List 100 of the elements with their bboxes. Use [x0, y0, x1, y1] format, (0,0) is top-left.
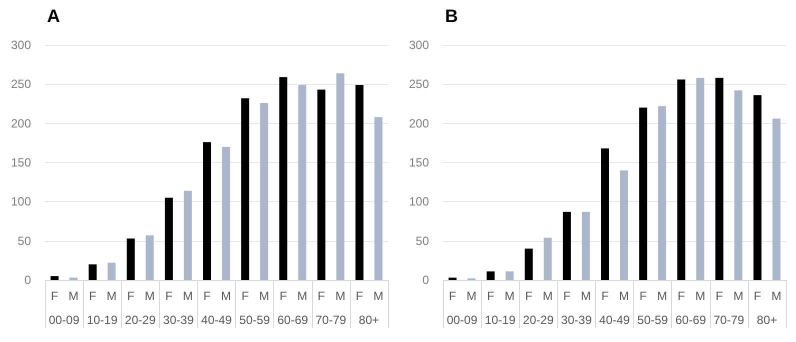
- text: M: [733, 289, 744, 303]
- x-tick-label: 20-29: [124, 313, 156, 327]
- text: F: [356, 289, 364, 303]
- bar: [336, 73, 344, 280]
- text: F: [525, 289, 532, 303]
- bar: [374, 117, 382, 280]
- bar: [696, 78, 704, 280]
- text: M: [144, 289, 155, 303]
- bar: [753, 95, 762, 280]
- y-tick-label: 300: [10, 38, 32, 52]
- bar: [355, 84, 364, 280]
- x-tick-label: 30-39: [561, 313, 592, 327]
- text: F: [280, 289, 287, 303]
- series-label: F: [50, 289, 58, 303]
- bar: [50, 276, 59, 280]
- bar: [601, 148, 610, 280]
- x-tick-label: 60-69: [675, 313, 706, 327]
- text: M: [335, 289, 346, 303]
- y-tick-label: 300: [408, 38, 430, 52]
- y-tick-label: 150: [10, 156, 32, 170]
- bar: [544, 238, 552, 280]
- text: M: [580, 289, 591, 303]
- bar: [317, 90, 326, 280]
- bar: [126, 238, 135, 280]
- chart-title: A: [47, 6, 60, 26]
- text: M: [106, 289, 117, 303]
- text: M: [259, 289, 270, 303]
- bar: [506, 271, 514, 280]
- text: F: [127, 289, 134, 303]
- text: M: [695, 289, 706, 303]
- bar: [734, 90, 742, 280]
- bar: [203, 142, 212, 280]
- bar: [279, 77, 288, 280]
- x-tick-label: 00-09: [48, 313, 80, 327]
- chart-title: B: [445, 6, 458, 26]
- text: M: [771, 289, 782, 303]
- text: F: [716, 289, 724, 303]
- text: F: [678, 289, 685, 303]
- series-label: F: [448, 289, 456, 303]
- text: M: [504, 289, 515, 303]
- bar: [241, 98, 250, 280]
- series-label: M: [68, 289, 79, 303]
- series-label: M: [466, 289, 477, 303]
- x-tick-label: 70-79: [713, 313, 744, 327]
- y-tick-label: 50: [18, 234, 32, 248]
- text: M: [542, 289, 553, 303]
- text: F: [563, 289, 571, 303]
- y-tick-label: 0: [24, 273, 32, 287]
- x-tick-label: 40-49: [201, 313, 232, 327]
- bar: [772, 118, 780, 280]
- bar: [88, 264, 97, 280]
- bar: [108, 262, 116, 280]
- y-tick-label: 0: [422, 273, 430, 287]
- x-tick-label: 00-09: [446, 313, 478, 327]
- x-tick-label: 30-39: [163, 313, 194, 327]
- bar: [562, 212, 571, 280]
- y-tick-label: 250: [10, 77, 32, 92]
- x-tick-label: 60-69: [277, 313, 308, 327]
- text: F: [89, 289, 96, 303]
- x-tick-label: 50-59: [637, 313, 668, 327]
- bar: [620, 170, 628, 280]
- x-tick-label: 10-19: [86, 313, 118, 327]
- text: M: [657, 289, 668, 303]
- y-tick-label: 200: [10, 116, 32, 130]
- bar: [582, 212, 590, 280]
- text: F: [165, 289, 173, 303]
- text: M: [220, 289, 231, 303]
- y-tick-label: 150: [408, 156, 430, 170]
- bar: [715, 78, 724, 280]
- bar: [486, 271, 495, 280]
- y-tick-label: 200: [408, 116, 430, 130]
- y-tick-label: 100: [408, 194, 430, 209]
- text: F: [639, 289, 647, 303]
- bar: [146, 235, 154, 280]
- bar: [222, 146, 230, 280]
- y-tick-label: 100: [10, 194, 32, 209]
- x-tick-label: 80+: [756, 313, 778, 327]
- text: F: [241, 289, 249, 303]
- text: M: [373, 289, 384, 303]
- text: F: [487, 289, 494, 303]
- bar: [298, 84, 306, 280]
- y-tick-label: 50: [416, 234, 430, 248]
- text: M: [182, 289, 193, 303]
- bar: [164, 198, 173, 280]
- x-tick-label: 80+: [358, 313, 380, 327]
- text: M: [297, 289, 308, 303]
- text: F: [601, 289, 609, 303]
- x-tick-label: 10-19: [484, 313, 516, 327]
- x-tick-label: 20-29: [522, 313, 554, 327]
- x-tick-label: 40-49: [599, 313, 630, 327]
- bar: [639, 108, 648, 280]
- bar: [677, 79, 686, 280]
- x-tick-label: 50-59: [239, 313, 270, 327]
- x-tick-label: 70-79: [315, 313, 346, 327]
- text: F: [318, 289, 326, 303]
- bar: [184, 190, 192, 280]
- text: M: [618, 289, 629, 303]
- bar: [524, 248, 533, 280]
- text: F: [754, 289, 762, 303]
- y-tick-label: 250: [408, 77, 430, 92]
